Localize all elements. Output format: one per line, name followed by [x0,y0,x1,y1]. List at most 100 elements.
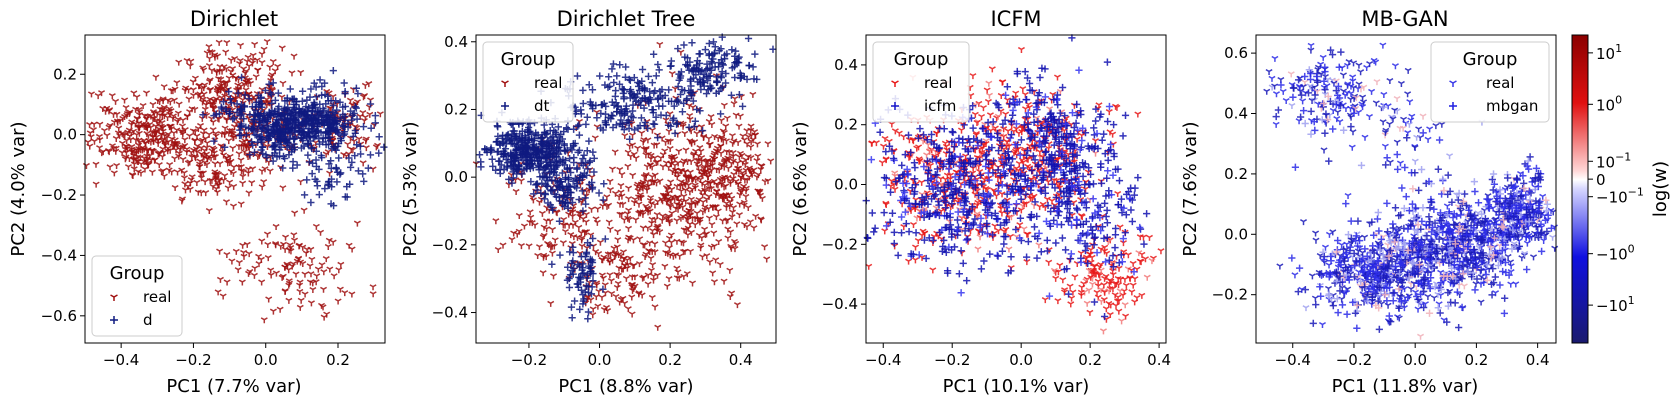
legend: Group real dt [482,41,574,123]
data-point-dt [650,50,658,58]
data-point-real [90,138,98,145]
data-point-icfm [994,252,1002,260]
data-point-real [223,39,231,47]
data-point-real [724,235,732,242]
data-point-icfm [1000,232,1008,241]
data-point-real [264,255,272,262]
data-point-real [307,271,315,278]
data-point-real [164,139,172,146]
data-point-real [988,66,996,73]
data-point-icfm [880,209,888,217]
data-point-real [621,300,629,307]
data-point-real [134,116,142,123]
data-point-real [212,130,220,138]
data-point-real [285,267,293,274]
data-point-real [632,217,640,224]
data-point-icfm [897,229,906,237]
data-point-real [266,168,274,175]
data-point-real [761,244,769,251]
data-point-real [1068,295,1076,302]
data-point-real [912,244,920,251]
data-point-real [191,106,199,113]
data-point-real [705,135,713,142]
data-point-real [628,294,636,301]
data-point-real [152,74,160,81]
data-point-icfm [1127,206,1135,214]
data-point-dt [596,72,604,80]
data-point-dt [584,308,593,316]
data-point-dt [678,108,687,116]
data-point-real [149,101,157,108]
data-point-dt [585,81,593,89]
data-point-real [254,67,262,74]
data-point-real [179,117,187,124]
data-point-real [593,219,601,226]
data-point-d [340,79,348,87]
data-point-d [375,149,383,157]
data-point-real [733,302,741,309]
data-point-real [235,151,243,158]
data-point-real [1145,234,1153,241]
data-point-real [264,241,272,248]
data-point-real [219,293,227,300]
data-point-icfm [916,125,924,133]
data-point-icfm [890,239,898,248]
data-point-real [285,278,293,285]
data-point-real [201,179,209,186]
data-point-dt [609,60,618,68]
subplot-dirichlet-tree: Dirichlet Tree −0.2 0.0 0.2 0.4−0.4−0.20.00… [400,7,777,397]
data-point-real [668,71,676,78]
data-point-real [635,201,643,208]
data-point-real [218,95,226,102]
data-point-real [143,90,151,97]
data-point-d [375,133,383,141]
data-point-real [114,130,122,137]
data-point-real [223,155,231,162]
data-point-icfm [1016,214,1025,222]
data-point-real [113,118,121,125]
data-point-real [245,190,253,197]
data-point-real [517,243,525,250]
data-point-real [199,99,207,106]
data-point-d [315,191,323,199]
data-point-real [595,288,603,295]
data-point-real [272,270,280,277]
data-point-real [929,267,937,274]
data-point-real [203,50,211,57]
data-point-real [186,63,194,70]
y-tick-label: 0.0 [444,168,468,186]
data-point-real [221,173,229,180]
data-point-real [147,157,155,164]
data-point-dt [665,86,673,94]
data-point-icfm [1050,216,1058,224]
data-point-real [300,207,308,214]
data-point-real [180,170,188,177]
data-point-real [290,53,298,60]
data-point-real [237,164,245,171]
data-point-d [289,158,297,166]
data-point-real [539,234,547,241]
data-point-d [357,150,365,158]
data-point-real [201,106,209,113]
data-point-dt [728,46,736,54]
data-point-dt [583,113,591,121]
data-point-real [735,212,743,219]
data-point-real [494,246,502,254]
data-point-real [749,91,757,98]
data-point-icfm [1003,83,1011,91]
data-point-dt [659,102,667,110]
data-point-real [171,184,179,192]
data-point-real [87,134,95,141]
data-point-real [171,155,179,162]
data-point-icfm [1097,179,1106,187]
data-point-real [997,92,1005,99]
data-point-d [300,191,309,199]
data-point-real [1138,251,1146,258]
data-point-real [621,133,629,140]
data-point-real [144,132,152,139]
data-point-dt [688,39,696,47]
data-point-real [1124,252,1132,259]
data-point-dt [648,79,656,87]
data-point-real [263,231,271,238]
data-point-real [135,106,143,114]
